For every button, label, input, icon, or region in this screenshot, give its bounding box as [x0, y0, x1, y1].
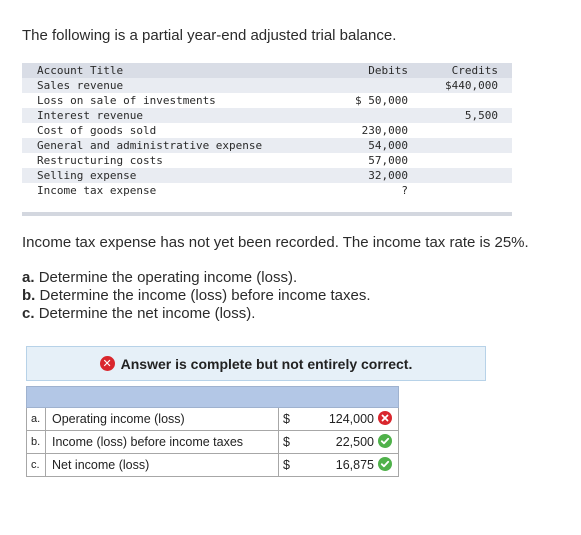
- part-letter: c.: [22, 305, 35, 322]
- debit-value: 230,000: [288, 123, 408, 138]
- credit-value: [408, 138, 512, 153]
- table-row: Interest revenue 5,500: [22, 108, 512, 123]
- trial-balance-bottom-rule: [22, 212, 512, 216]
- answer-dollar-sign: $: [278, 430, 293, 454]
- answer-value[interactable]: 124,000: [328, 411, 374, 426]
- tax-note: Income tax expense has not yet been reco…: [22, 234, 529, 251]
- question-part: a. Determine the operating income (loss)…: [22, 269, 371, 287]
- trial-balance-header: Account Title Debits Credits: [22, 63, 512, 78]
- answer-table: a. Operating income (loss) $ 124,000 b. …: [26, 386, 399, 477]
- question-parts: a. Determine the operating income (loss)…: [22, 269, 371, 323]
- trial-balance-spacer: [22, 198, 512, 212]
- account-title: General and administrative expense: [22, 138, 288, 153]
- header-account-title: Account Title: [22, 63, 288, 78]
- answer-status-banner: ✕ Answer is complete but not entirely co…: [26, 346, 486, 381]
- incorrect-icon: [378, 411, 392, 426]
- debit-value: ?: [288, 183, 408, 198]
- debit-value: $ 50,000: [288, 93, 408, 108]
- part-letter: a.: [22, 269, 35, 286]
- credit-value: [408, 93, 512, 108]
- checkmark-icon: [378, 434, 392, 449]
- answer-table-header: [26, 386, 399, 408]
- trial-balance: Account Title Debits Credits Sales reven…: [22, 63, 512, 216]
- credit-value: [408, 123, 512, 138]
- credit-value: $440,000: [408, 78, 512, 93]
- table-row: General and administrative expense 54,00…: [22, 138, 512, 153]
- account-title: Selling expense: [22, 168, 288, 183]
- checkmark-icon: [378, 457, 392, 472]
- table-row: Income tax expense ?: [22, 183, 512, 198]
- trial-balance-table: Account Title Debits Credits Sales reven…: [22, 63, 512, 198]
- account-title: Income tax expense: [22, 183, 288, 198]
- x-circle-icon: ✕: [99, 356, 115, 371]
- debit-value: 54,000: [288, 138, 408, 153]
- part-letter: b.: [22, 287, 36, 304]
- debit-value: 57,000: [288, 153, 408, 168]
- part-text: Determine the operating income (loss).: [38, 269, 298, 286]
- question-part: b. Determine the income (loss) before in…: [22, 287, 371, 305]
- table-row: Sales revenue $440,000: [22, 78, 512, 93]
- answer-letter: b.: [26, 430, 46, 454]
- part-text: Determine the income (loss) before incom…: [39, 287, 371, 304]
- answer-dollar-sign: $: [278, 407, 293, 431]
- account-title: Interest revenue: [22, 108, 288, 123]
- intro-text: The following is a partial year-end adju…: [22, 27, 397, 44]
- account-title: Sales revenue: [22, 78, 288, 93]
- account-title: Restructuring costs: [22, 153, 288, 168]
- answer-value[interactable]: 16,875: [335, 457, 374, 472]
- credit-value: 5,500: [408, 108, 512, 123]
- header-credits: Credits: [408, 63, 512, 78]
- answer-row: c. Net income (loss) $ 16,875: [26, 453, 399, 477]
- answer-row: b. Income (loss) before income taxes $ 2…: [26, 430, 399, 454]
- answer-label: Operating income (loss): [45, 407, 279, 431]
- debit-value: 32,000: [288, 168, 408, 183]
- table-row: Cost of goods sold 230,000: [22, 123, 512, 138]
- answer-value-cell[interactable]: 124,000: [293, 407, 399, 431]
- credit-value: [408, 153, 512, 168]
- answer-value[interactable]: 22,500: [335, 434, 374, 449]
- answer-header-cell: [26, 386, 399, 408]
- answer-letter: c.: [26, 453, 46, 477]
- debit-value: [288, 108, 408, 123]
- credit-value: [408, 183, 512, 198]
- answer-label: Net income (loss): [45, 453, 279, 477]
- question-part: c. Determine the net income (loss).: [22, 305, 371, 323]
- account-title: Cost of goods sold: [22, 123, 288, 138]
- answer-status-message: Answer is complete but not entirely corr…: [120, 355, 413, 372]
- answer-dollar-sign: $: [278, 453, 293, 477]
- account-title: Loss on sale of investments: [22, 93, 288, 108]
- table-row: Loss on sale of investments $ 50,000: [22, 93, 512, 108]
- answer-letter: a.: [26, 407, 46, 431]
- answer-value-cell[interactable]: 22,500: [293, 430, 399, 454]
- answer-value-cell[interactable]: 16,875: [293, 453, 399, 477]
- credit-value: [408, 168, 512, 183]
- table-row: Selling expense 32,000: [22, 168, 512, 183]
- part-text: Determine the net income (loss).: [38, 305, 256, 322]
- answer-label: Income (loss) before income taxes: [45, 430, 279, 454]
- header-debits: Debits: [288, 63, 408, 78]
- debit-value: [288, 78, 408, 93]
- table-row: Restructuring costs 57,000: [22, 153, 512, 168]
- answer-row: a. Operating income (loss) $ 124,000: [26, 407, 399, 431]
